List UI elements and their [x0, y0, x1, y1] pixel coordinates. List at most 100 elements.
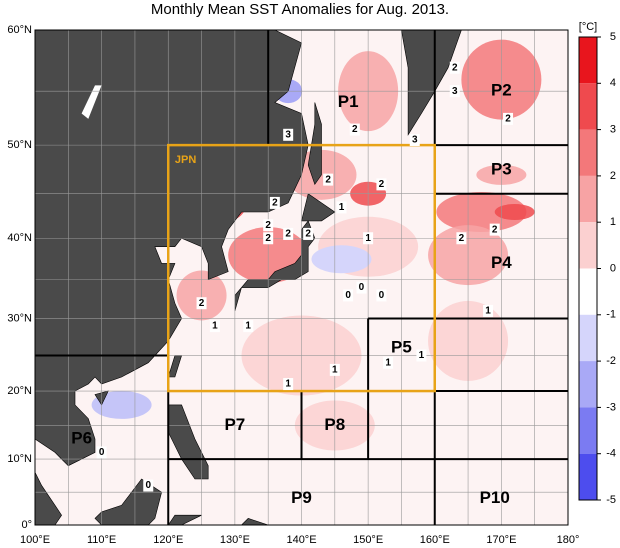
contour-label-bg	[283, 227, 294, 240]
contour-label-bg	[343, 289, 354, 302]
contour-label-bg	[376, 289, 387, 302]
contour-label-bg	[283, 128, 294, 141]
colorbar-unit: [°C]	[579, 21, 597, 33]
contour-label: 1	[339, 202, 345, 213]
contour-label-bg	[196, 297, 207, 310]
lon-label: 150°E	[353, 534, 383, 546]
map-area	[35, 30, 568, 525]
contour-label-bg	[489, 223, 500, 236]
contour-label-bg	[376, 178, 387, 191]
contour-label-bg	[336, 201, 347, 214]
contour-label: 1	[285, 379, 291, 390]
contour-label-bg	[96, 446, 107, 459]
colorbar-label: -5	[606, 494, 616, 506]
contour-label: 3	[412, 135, 418, 146]
lake	[81, 85, 102, 119]
lon-label: 170°E	[486, 534, 516, 546]
contour-label-bg	[449, 85, 460, 98]
contour-label: 1	[245, 321, 251, 332]
contour-label-bg	[209, 320, 220, 333]
contour-label: 0	[379, 290, 385, 301]
lat-label: 30°N	[7, 312, 32, 324]
contour-label-bg	[283, 378, 294, 391]
contour-label-bg	[323, 173, 334, 186]
colorbar-segment	[579, 222, 597, 269]
contour-label: 2	[379, 179, 385, 190]
contour-label: 0	[145, 480, 151, 491]
title: Monthly Mean SST Anomalies for Aug. 2013…	[151, 1, 449, 18]
lat-label: 40°N	[7, 232, 32, 244]
contour-label-bg	[416, 349, 427, 362]
contour-label: 2	[265, 220, 271, 231]
lat-label: 60°N	[7, 24, 32, 36]
colorbar-label: 4	[610, 77, 616, 89]
lon-label: 140°E	[286, 534, 316, 546]
contour-label: 0	[99, 447, 105, 458]
region-label: P8	[324, 415, 345, 434]
region-label: P2	[491, 81, 512, 100]
contour-label-bg	[449, 61, 460, 74]
region-label: P6	[71, 428, 92, 447]
contour-label: 0	[345, 290, 351, 301]
land	[241, 518, 269, 525]
colorbar-segment	[579, 83, 597, 130]
contour-label: 0	[359, 282, 365, 293]
colorbar-label: -4	[606, 448, 616, 460]
land	[401, 30, 462, 136]
contour-label-bg	[269, 196, 280, 209]
contour-label-bg	[356, 281, 367, 294]
region-label: P3	[491, 159, 512, 178]
region-label: P4	[491, 253, 512, 272]
contour-label-bg	[263, 232, 274, 245]
anomaly-patch	[494, 203, 535, 220]
contour-label-bg	[303, 227, 314, 240]
contour-label: 1	[419, 350, 425, 361]
contour-label-bg	[456, 232, 467, 245]
contour-label-bg	[409, 133, 420, 146]
colorbar-segment	[579, 175, 597, 223]
lat-label: 0°	[21, 519, 32, 531]
colorbar-segment	[579, 407, 597, 454]
colorbar-segment	[579, 268, 597, 315]
lon-label: 120°E	[153, 534, 183, 546]
lon-label: 160°E	[420, 534, 450, 546]
colorbar-label: -1	[606, 309, 616, 321]
anomaly-patch	[436, 191, 527, 232]
land	[35, 472, 62, 525]
lon-label: 130°E	[220, 534, 250, 546]
contour-label-bg	[243, 320, 254, 333]
anomaly-patch	[311, 245, 372, 274]
lat-label: 50°N	[7, 139, 32, 151]
colorbar-label: -3	[606, 401, 616, 413]
land	[168, 404, 209, 480]
contour-label: 2	[265, 233, 271, 244]
lon-label: 180°	[557, 534, 580, 546]
colorbar-label: 2	[610, 170, 616, 182]
contour-label: 2	[305, 229, 311, 240]
contour-label: 2	[285, 229, 291, 240]
region-label: P1	[338, 92, 359, 111]
contour-label: 2	[325, 174, 331, 185]
contour-label: 1	[365, 233, 371, 244]
jpn-box	[167, 143, 436, 393]
contour-label: 1	[385, 357, 391, 368]
contour-label: 1	[212, 321, 218, 332]
colorbar-label: 1	[610, 216, 616, 228]
contour-label: 2	[492, 224, 498, 235]
lon-label: 110°E	[87, 534, 116, 546]
region-label: P7	[224, 415, 245, 434]
region-label: P5	[391, 338, 412, 357]
contour-label: 2	[452, 62, 458, 73]
colorbar-segment	[579, 314, 597, 362]
land	[301, 193, 336, 222]
colorbar-label: 0	[610, 262, 616, 274]
colorbar-segment	[579, 361, 597, 408]
lat-label: 10°N	[7, 453, 32, 465]
contour-label-bg	[143, 479, 154, 492]
contour-label: 1	[332, 365, 338, 376]
map-frame	[34, 29, 569, 526]
lon-label: 100°E	[20, 534, 50, 546]
colorbar-segment	[579, 37, 597, 84]
anomaly-patch	[91, 390, 152, 419]
